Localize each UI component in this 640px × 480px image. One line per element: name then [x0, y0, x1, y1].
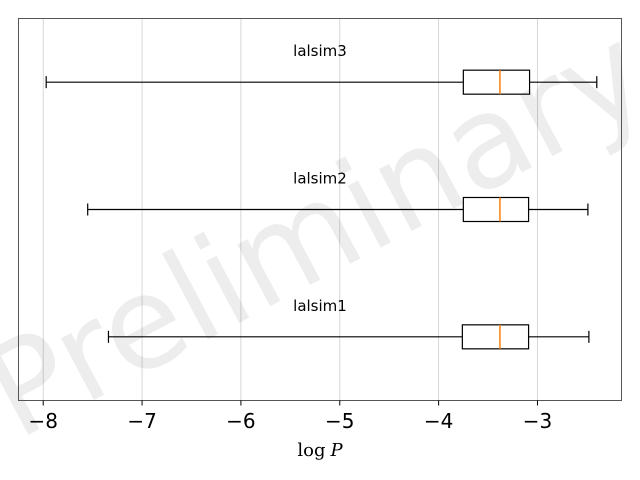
x-tick-label: −6	[226, 409, 255, 433]
x-axis: −8 −7 −6 −5 −4 −3	[28, 400, 552, 433]
x-axis-title-base: log	[297, 440, 325, 461]
box-group: lalsim3	[45, 42, 598, 95]
box-label: lalsim1	[293, 297, 347, 315]
x-tick-label: −3	[523, 409, 552, 433]
x-tick-label: −7	[127, 409, 156, 433]
x-axis-title-variable: P	[330, 440, 344, 461]
iqr-box	[462, 196, 530, 223]
plot-frame	[18, 18, 622, 401]
box-label: lalsim3	[293, 42, 347, 60]
x-tick-label: −8	[28, 409, 57, 433]
x-axis-title: log P	[297, 440, 343, 461]
iqr-box	[461, 324, 530, 350]
iqr-box	[462, 69, 531, 95]
box-group: lalsim1	[107, 297, 590, 350]
watermark: Preliminary	[0, 0, 640, 468]
boxes: lalsim3 lalsim2 lalsim1	[45, 42, 598, 350]
x-tick-label: −4	[424, 409, 453, 433]
x-tick-label: −5	[325, 409, 354, 433]
box-group: lalsim2	[87, 170, 589, 223]
box-label: lalsim2	[293, 170, 347, 188]
